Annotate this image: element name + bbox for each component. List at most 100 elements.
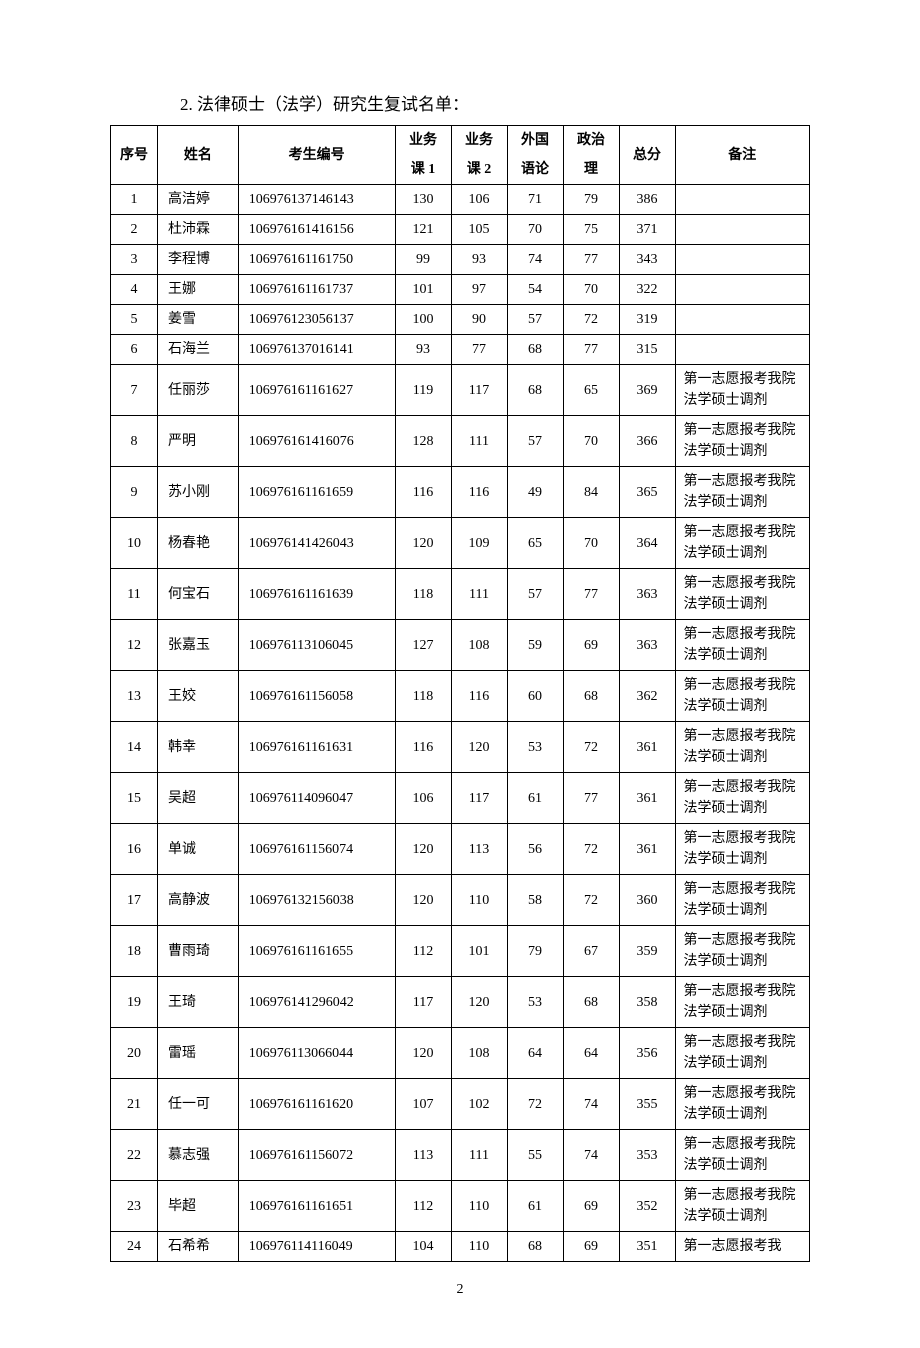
col-s1a: 业务 bbox=[395, 126, 451, 156]
cell-s2: 93 bbox=[451, 245, 507, 275]
cell-note: 第一志愿报考我院法学硕士调剂 bbox=[675, 518, 810, 569]
cell-id: 106976161161620 bbox=[238, 1079, 395, 1130]
cell-total: 362 bbox=[619, 671, 675, 722]
cell-id: 106976123056137 bbox=[238, 305, 395, 335]
cell-id: 106976161161639 bbox=[238, 569, 395, 620]
cell-index: 14 bbox=[111, 722, 158, 773]
cell-s4: 77 bbox=[563, 569, 619, 620]
table-row: 8严明1069761614160761281115770366第一志愿报考我院法… bbox=[111, 416, 810, 467]
cell-index: 22 bbox=[111, 1130, 158, 1181]
cell-s2: 120 bbox=[451, 977, 507, 1028]
cell-s1: 120 bbox=[395, 875, 451, 926]
cell-total: 355 bbox=[619, 1079, 675, 1130]
table-row: 2杜沛霖1069761614161561211057075371 bbox=[111, 215, 810, 245]
cell-total: 364 bbox=[619, 518, 675, 569]
cell-s1: 130 bbox=[395, 185, 451, 215]
cell-note: 第一志愿报考我院法学硕士调剂 bbox=[675, 824, 810, 875]
cell-index: 3 bbox=[111, 245, 158, 275]
cell-name: 高静波 bbox=[158, 875, 239, 926]
cell-total: 322 bbox=[619, 275, 675, 305]
cell-s2: 111 bbox=[451, 416, 507, 467]
cell-s4: 65 bbox=[563, 365, 619, 416]
table-row: 11何宝石1069761611616391181115777363第一志愿报考我… bbox=[111, 569, 810, 620]
cell-s3: 74 bbox=[507, 245, 563, 275]
col-total: 总分 bbox=[619, 126, 675, 185]
cell-index: 10 bbox=[111, 518, 158, 569]
cell-note: 第一志愿报考我院法学硕士调剂 bbox=[675, 1130, 810, 1181]
cell-s4: 72 bbox=[563, 305, 619, 335]
cell-id: 106976161161659 bbox=[238, 467, 395, 518]
cell-s1: 106 bbox=[395, 773, 451, 824]
cell-s2: 120 bbox=[451, 722, 507, 773]
cell-index: 9 bbox=[111, 467, 158, 518]
cell-id: 106976113106045 bbox=[238, 620, 395, 671]
cell-s4: 64 bbox=[563, 1028, 619, 1079]
table-header: 序号 姓名 考生编号 业务 业务 外国 政治 总分 备注 课 1 课 2 语论 … bbox=[111, 126, 810, 185]
cell-name: 雷瑶 bbox=[158, 1028, 239, 1079]
page-number: 2 bbox=[110, 1282, 810, 1298]
cell-name: 李程博 bbox=[158, 245, 239, 275]
cell-s2: 102 bbox=[451, 1079, 507, 1130]
cell-name: 王娜 bbox=[158, 275, 239, 305]
table-row: 9苏小刚1069761611616591161164984365第一志愿报考我院… bbox=[111, 467, 810, 518]
cell-s4: 79 bbox=[563, 185, 619, 215]
cell-s3: 64 bbox=[507, 1028, 563, 1079]
cell-s3: 68 bbox=[507, 335, 563, 365]
cell-index: 5 bbox=[111, 305, 158, 335]
cell-s3: 61 bbox=[507, 1181, 563, 1232]
cell-s1: 113 bbox=[395, 1130, 451, 1181]
table-row: 17高静波1069761321560381201105872360第一志愿报考我… bbox=[111, 875, 810, 926]
cell-s4: 69 bbox=[563, 1181, 619, 1232]
table-row: 3李程博10697616116175099937477343 bbox=[111, 245, 810, 275]
cell-s3: 49 bbox=[507, 467, 563, 518]
table-row: 4王娜106976161161737101975470322 bbox=[111, 275, 810, 305]
cell-index: 8 bbox=[111, 416, 158, 467]
cell-total: 356 bbox=[619, 1028, 675, 1079]
cell-total: 361 bbox=[619, 824, 675, 875]
col-name: 姓名 bbox=[158, 126, 239, 185]
cell-s3: 57 bbox=[507, 416, 563, 467]
cell-s3: 59 bbox=[507, 620, 563, 671]
cell-s4: 75 bbox=[563, 215, 619, 245]
cell-name: 曹雨琦 bbox=[158, 926, 239, 977]
cell-s4: 72 bbox=[563, 824, 619, 875]
cell-name: 杜沛霖 bbox=[158, 215, 239, 245]
cell-s3: 57 bbox=[507, 569, 563, 620]
cell-total: 369 bbox=[619, 365, 675, 416]
cell-s1: 120 bbox=[395, 518, 451, 569]
cell-s2: 77 bbox=[451, 335, 507, 365]
cell-name: 吴超 bbox=[158, 773, 239, 824]
table-row: 16单诚1069761611560741201135672361第一志愿报考我院… bbox=[111, 824, 810, 875]
cell-total: 315 bbox=[619, 335, 675, 365]
table-row: 6石海兰10697613701614193776877315 bbox=[111, 335, 810, 365]
cell-id: 106976161161737 bbox=[238, 275, 395, 305]
cell-id: 106976161416156 bbox=[238, 215, 395, 245]
cell-total: 363 bbox=[619, 620, 675, 671]
cell-s1: 120 bbox=[395, 824, 451, 875]
col-s4b: 理 bbox=[563, 155, 619, 185]
table-row: 5姜雪106976123056137100905772319 bbox=[111, 305, 810, 335]
col-index: 序号 bbox=[111, 126, 158, 185]
cell-s3: 61 bbox=[507, 773, 563, 824]
table-row: 20雷瑶1069761130660441201086464356第一志愿报考我院… bbox=[111, 1028, 810, 1079]
cell-s3: 70 bbox=[507, 215, 563, 245]
cell-s1: 116 bbox=[395, 467, 451, 518]
cell-name: 韩幸 bbox=[158, 722, 239, 773]
section-title: 2. 法律硕士（法学）研究生复试名单： bbox=[180, 90, 810, 115]
cell-index: 11 bbox=[111, 569, 158, 620]
cell-total: 358 bbox=[619, 977, 675, 1028]
cell-s2: 108 bbox=[451, 1028, 507, 1079]
cell-index: 17 bbox=[111, 875, 158, 926]
cell-s4: 72 bbox=[563, 722, 619, 773]
cell-s1: 100 bbox=[395, 305, 451, 335]
cell-total: 363 bbox=[619, 569, 675, 620]
cell-s1: 118 bbox=[395, 671, 451, 722]
cell-s3: 53 bbox=[507, 977, 563, 1028]
cell-note bbox=[675, 275, 810, 305]
cell-s4: 69 bbox=[563, 620, 619, 671]
cell-s1: 121 bbox=[395, 215, 451, 245]
cell-s2: 117 bbox=[451, 365, 507, 416]
cell-s1: 119 bbox=[395, 365, 451, 416]
cell-index: 1 bbox=[111, 185, 158, 215]
table-row: 12张嘉玉1069761131060451271085969363第一志愿报考我… bbox=[111, 620, 810, 671]
